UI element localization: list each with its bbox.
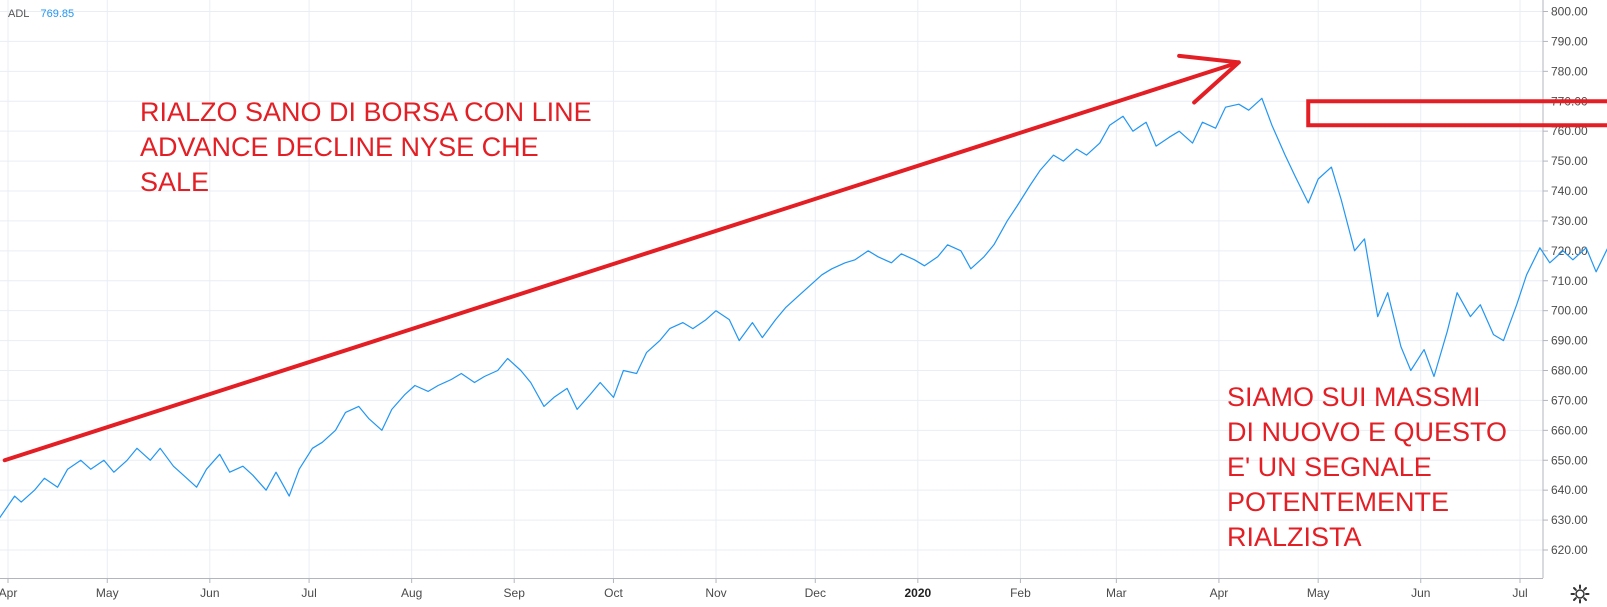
x-tick-label: May (1307, 586, 1330, 600)
x-tick-label: Jul (301, 586, 316, 600)
gear-icon[interactable] (1570, 584, 1590, 604)
y-tick-label: 650.00 (1551, 453, 1588, 467)
y-tick-label: 640.00 (1551, 483, 1588, 497)
x-tick-label: Apr (1210, 586, 1229, 600)
y-tick-label: 700.00 (1551, 304, 1588, 318)
annotation-arrows (2, 53, 1607, 463)
y-tick-label: 750.00 (1551, 154, 1588, 168)
x-tick-label: Oct (604, 586, 623, 600)
y-tick-label: 740.00 (1551, 184, 1588, 198)
y-tick-label: 730.00 (1551, 214, 1588, 228)
y-tick-label: 680.00 (1551, 364, 1588, 378)
y-tick-label: 620.00 (1551, 543, 1588, 557)
y-tick-label: 790.00 (1551, 34, 1588, 48)
x-tick-label: Jul (1512, 586, 1527, 600)
grid (0, 0, 1543, 578)
y-tick-label: 780.00 (1551, 64, 1588, 78)
symbol-legend[interactable]: ADL 769.85 (8, 8, 74, 20)
x-tick-label: Apr (0, 586, 17, 600)
y-tick-label: 660.00 (1551, 423, 1588, 437)
x-tick-label: Nov (705, 586, 726, 600)
x-tick-label: May (96, 586, 119, 600)
x-axis-labels: Apr May Jun Jul Aug Sep Oct Nov Dec 2020 Feb Mar Apr… (0, 578, 1528, 600)
x-tick-label: Dec (805, 586, 826, 600)
y-tick-label: 800.00 (1551, 5, 1588, 19)
y-tick-label: 710.00 (1551, 274, 1588, 288)
axes (0, 0, 1544, 579)
y-tick-label: 670.00 (1551, 393, 1588, 407)
x-tick-label: Jun (200, 586, 219, 600)
y-axis-labels: 620.00 630.00 640.00 650.00 660.00 670.00 680.… (1543, 5, 1588, 557)
x-tick-label: Aug (401, 586, 422, 600)
block-arrow (1306, 99, 1607, 128)
annotation-left: RIALZO SANO DI BORSA CON LINE ADVANCE DE… (140, 97, 592, 197)
adl-series (0, 97, 1607, 519)
trend-arrow-head (1177, 53, 1241, 105)
y-tick-label: 690.00 (1551, 334, 1588, 348)
x-tick-label: 2020 (904, 586, 931, 600)
series-line (0, 97, 1607, 519)
last-value: 769.85 (40, 8, 75, 20)
x-tick-label: Mar (1106, 586, 1127, 600)
y-tick-label: 760.00 (1551, 124, 1588, 138)
x-tick-label: Jun (1411, 586, 1430, 600)
x-tick-label: Sep (504, 586, 526, 600)
symbol-name: ADL (8, 8, 30, 20)
x-tick-label: Feb (1010, 586, 1031, 600)
trend-arrow-shaft (2, 60, 1241, 463)
annotation-right: SIAMO SUI MASSMI DI NUOVO E QUESTO E' UN… (1227, 382, 1508, 552)
y-tick-label: 630.00 (1551, 513, 1588, 527)
